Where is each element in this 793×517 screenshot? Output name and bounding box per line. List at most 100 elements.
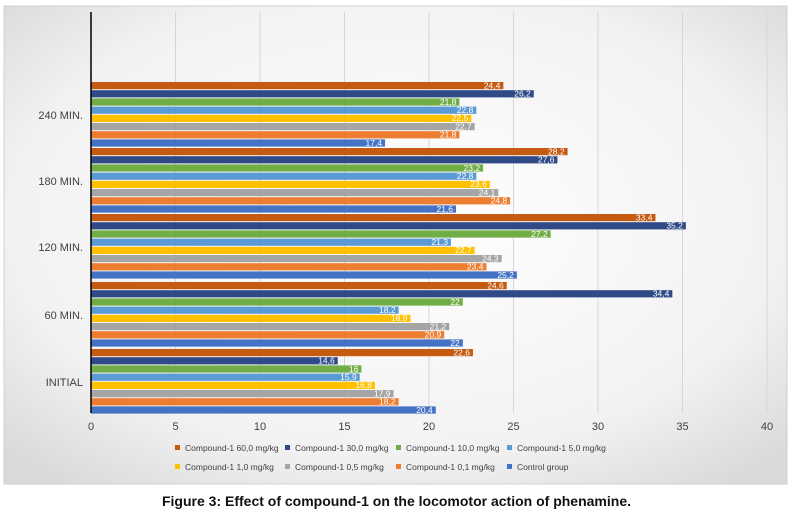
- data-label: 22,7: [455, 121, 472, 131]
- data-label: 28,2: [548, 146, 565, 156]
- data-label: 15,9: [340, 372, 357, 382]
- x-tick-label: 30: [592, 421, 604, 433]
- data-label: 16: [349, 364, 359, 374]
- bar: [91, 349, 473, 357]
- data-label: 22,5: [452, 113, 469, 123]
- bar: [91, 230, 551, 238]
- bar: [91, 290, 673, 298]
- data-label: 21,8: [440, 97, 457, 107]
- data-label: 24,6: [487, 280, 504, 290]
- data-label: 34,4: [653, 289, 670, 299]
- bar: [91, 255, 502, 263]
- data-label: 27,6: [538, 155, 555, 165]
- bar: [91, 106, 477, 114]
- bar: [91, 298, 463, 306]
- data-label: 24,8: [491, 196, 508, 206]
- bar: [91, 156, 558, 164]
- legend-label: Compound-1 0,1 mg/kg: [406, 462, 495, 472]
- bar: [91, 238, 451, 246]
- legend-label: Control group: [517, 462, 569, 472]
- x-tick-label: 10: [254, 421, 266, 433]
- data-label: 18,9: [391, 313, 408, 323]
- bar: [91, 323, 450, 331]
- x-tick-label: 5: [172, 421, 178, 433]
- x-tick-label: 0: [88, 421, 94, 433]
- bar: [91, 390, 394, 398]
- bar: [91, 172, 477, 180]
- data-label: 33,4: [636, 212, 653, 222]
- chart-frame: 24,4 26,2 21,8 22,8 22,5 22,7 21,8 17,4 28,2 27,6…: [3, 5, 788, 485]
- data-label: 23,6: [470, 179, 487, 189]
- x-tick-label: 20: [423, 421, 435, 433]
- data-label: 26,2: [514, 89, 531, 99]
- bar: [91, 98, 460, 106]
- bar: [91, 164, 484, 172]
- bar: [91, 373, 360, 381]
- bar: [91, 90, 534, 98]
- legend-swatch: [175, 445, 180, 450]
- legend-label: Compound-1 60,0 mg/kg: [185, 443, 279, 453]
- legend-swatch: [507, 445, 512, 450]
- legend-swatch: [175, 464, 180, 469]
- bar: [91, 197, 511, 205]
- figure-caption: Figure 3: Effect of compound-1 on the lo…: [161, 493, 631, 509]
- legend-swatch: [396, 464, 401, 469]
- legend-label: Compound-1 1,0 mg/kg: [185, 462, 274, 472]
- data-label: 22,6: [453, 347, 470, 357]
- data-label: 22: [450, 338, 460, 348]
- data-label: 22,8: [457, 105, 474, 115]
- bar: [91, 189, 499, 197]
- data-label: 24,3: [482, 253, 499, 263]
- data-label: 25,2: [497, 270, 514, 280]
- bar: [91, 246, 475, 254]
- data-label: 18,2: [379, 305, 396, 315]
- legend-swatch: [285, 445, 290, 450]
- category-label: 60 MIN.: [44, 310, 83, 322]
- bar: [91, 139, 386, 147]
- category-label: 120 MIN.: [38, 242, 83, 254]
- bar: [91, 148, 568, 156]
- data-label: 35,2: [666, 221, 683, 231]
- legend-label: Compound-1 5,0 mg/kg: [517, 443, 606, 453]
- bar: [91, 214, 656, 222]
- data-label: 16,8: [355, 380, 372, 390]
- x-tick-label: 35: [676, 421, 688, 433]
- category-label: INITIAL: [46, 377, 83, 389]
- category-label: 180 MIN.: [38, 176, 83, 188]
- legend-label: Compound-1 10,0 mg/kg: [406, 443, 500, 453]
- data-label: 20,9: [425, 330, 442, 340]
- data-label: 27,2: [531, 229, 548, 239]
- data-label: 17,4: [366, 138, 383, 148]
- bar: [91, 180, 490, 188]
- x-tick-label: 40: [761, 421, 773, 433]
- legend-swatch: [285, 464, 290, 469]
- bar: [91, 339, 463, 347]
- category-label: 240 MIN.: [38, 110, 83, 122]
- legend-label: Compound-1 30,0 mg/kg: [295, 443, 389, 453]
- bar: [91, 82, 504, 90]
- data-label: 22: [450, 297, 460, 307]
- bar: [91, 331, 445, 339]
- data-label: 24,4: [484, 80, 501, 90]
- bar: [91, 123, 475, 131]
- legend-swatch: [507, 464, 512, 469]
- data-label: 22,8: [457, 171, 474, 181]
- bar: [91, 406, 436, 414]
- bar: [91, 271, 517, 279]
- bar: [91, 306, 399, 314]
- data-label: 20,4: [416, 405, 433, 415]
- bar: [91, 131, 460, 139]
- bar: [91, 222, 686, 230]
- data-label: 21,8: [440, 130, 457, 140]
- bar: [91, 263, 487, 271]
- chart-svg: 24,426,221,822,822,522,721,817,428,227,6…: [3, 5, 788, 485]
- bar: [91, 357, 338, 365]
- data-label: 24,1: [479, 187, 496, 197]
- legend-label: Compound-1 0,5 mg/kg: [295, 462, 384, 472]
- bar: [91, 365, 362, 373]
- data-label: 14,6: [318, 356, 335, 366]
- data-label: 21,6: [436, 204, 453, 214]
- bar: [91, 114, 472, 122]
- data-label: 23,2: [464, 163, 481, 173]
- bar: [91, 314, 411, 322]
